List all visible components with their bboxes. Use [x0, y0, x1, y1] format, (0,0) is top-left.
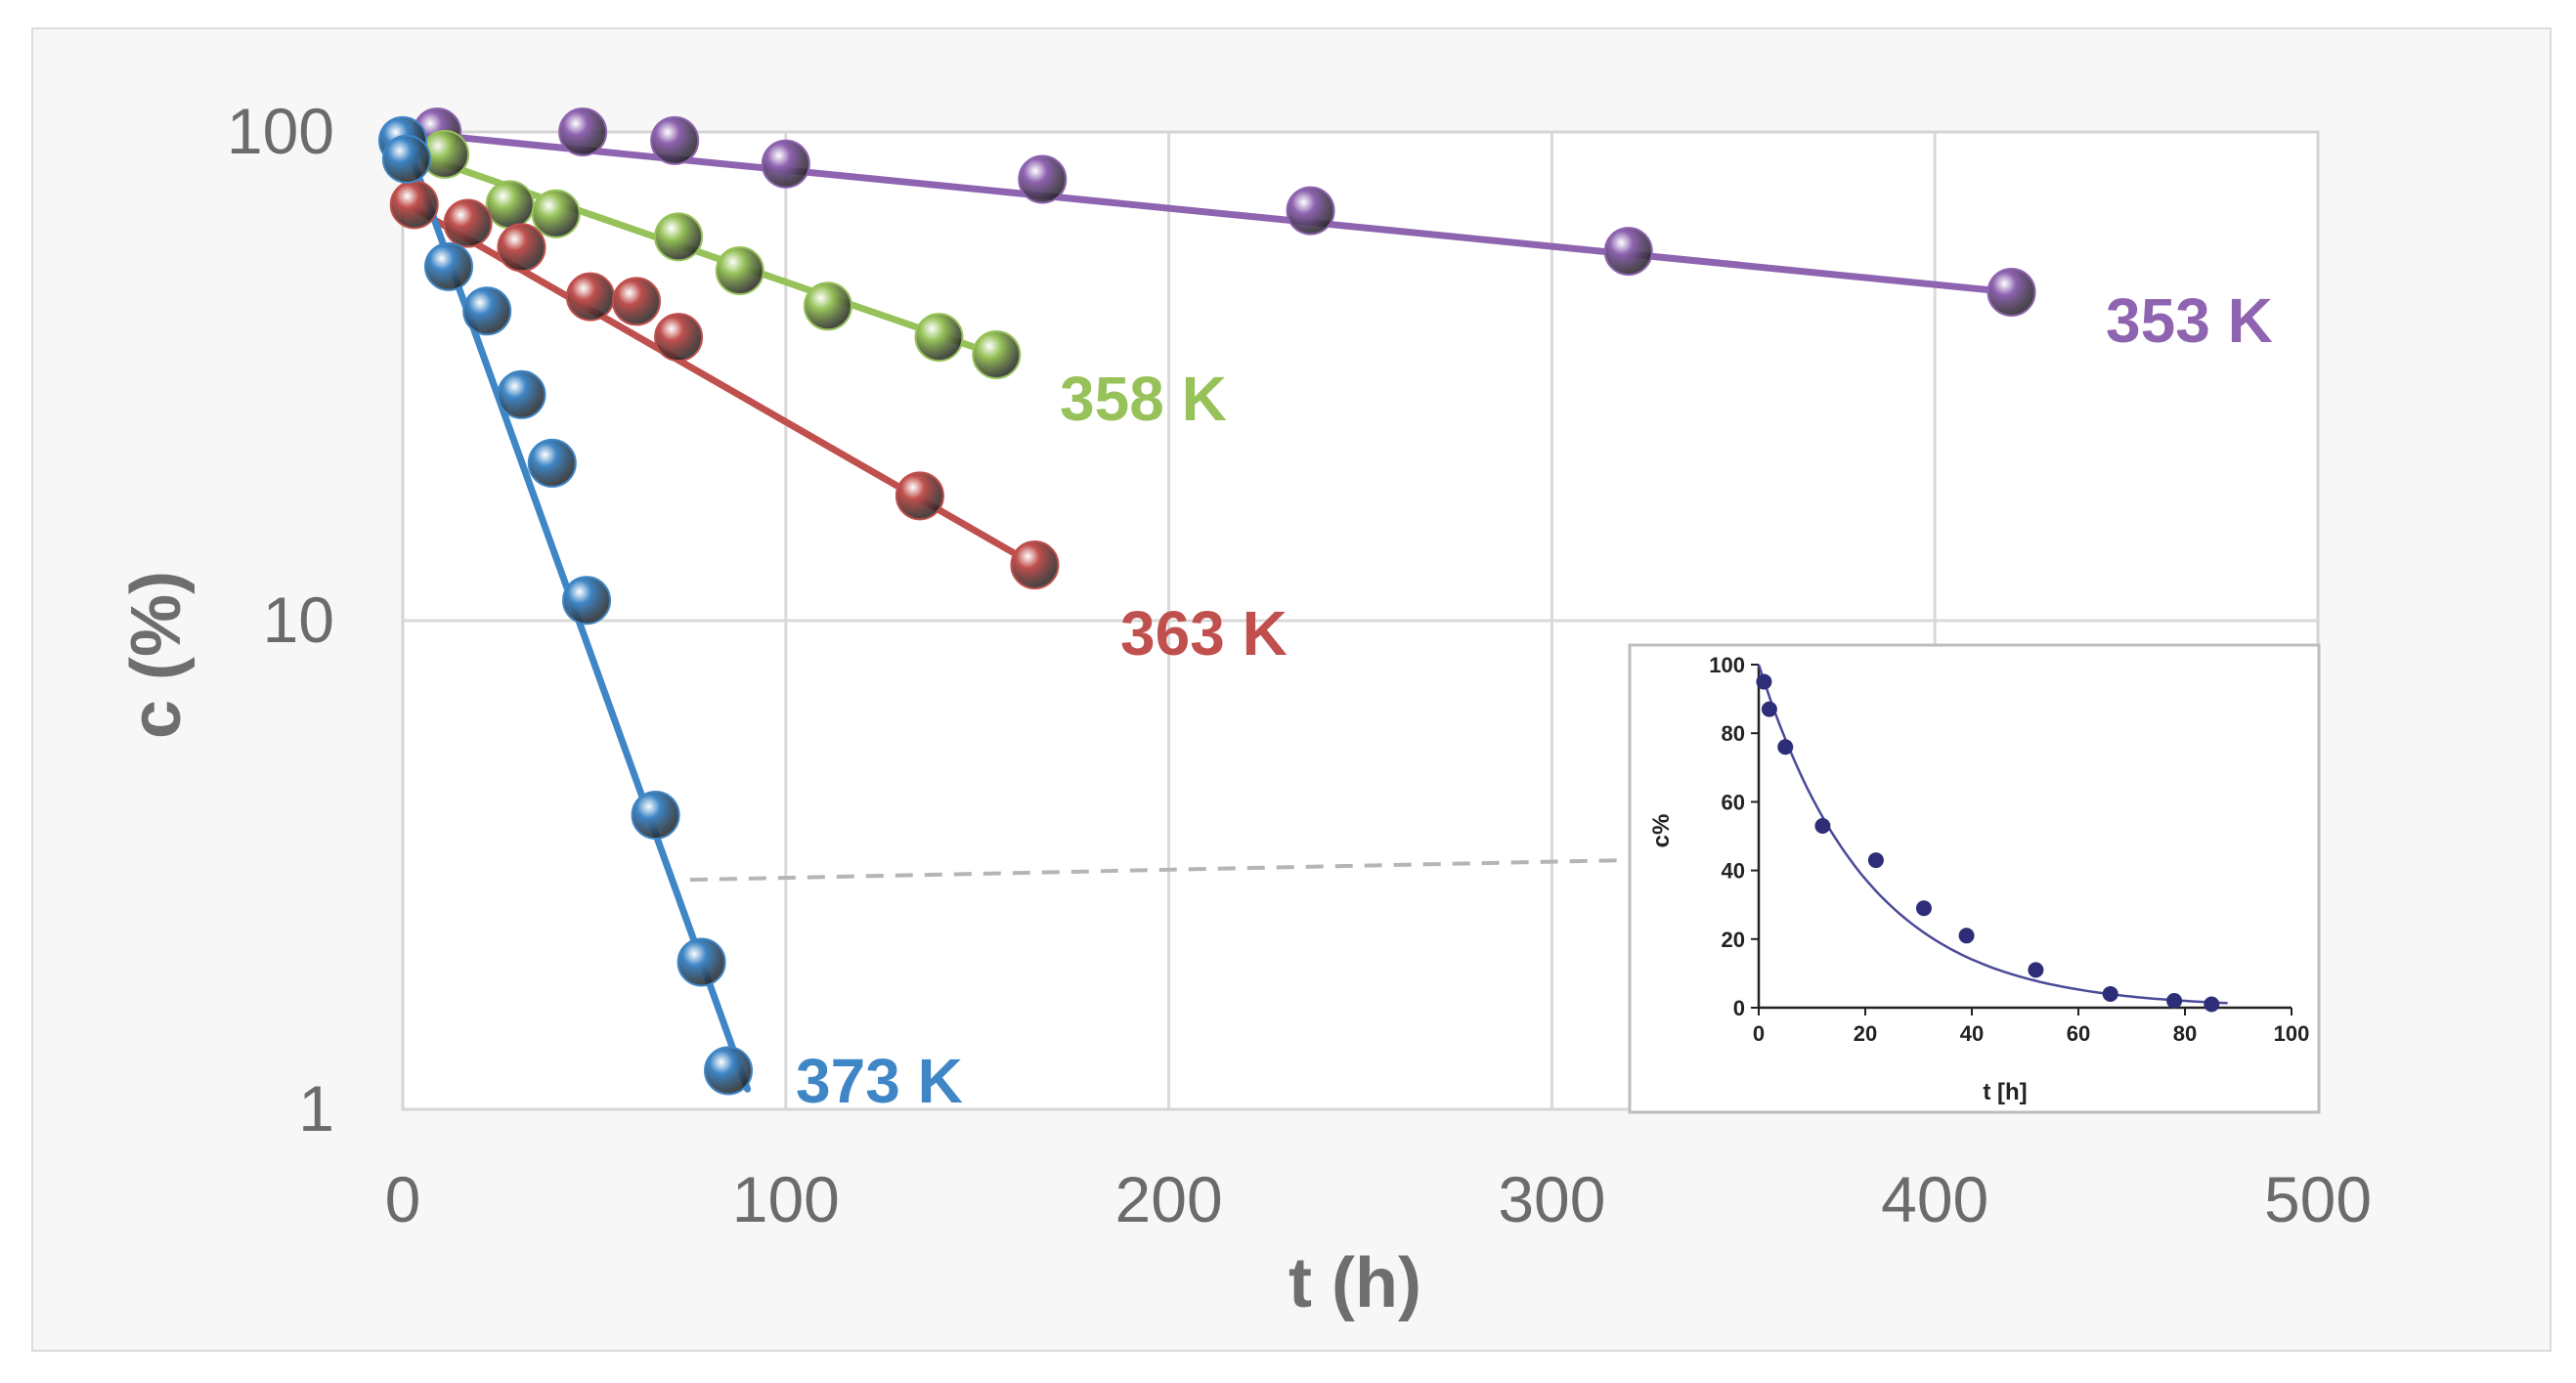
inset-y-tick-label: 60: [1722, 790, 1745, 814]
inset-fit-curve: [1757, 664, 2228, 1005]
data-point-373-k: [381, 134, 431, 184]
data-point-373-k: [704, 1046, 754, 1096]
inset-data-point: [1761, 701, 1777, 717]
data-point-373-k: [497, 369, 546, 419]
series-label-353-k: 353 K: [2106, 285, 2273, 356]
data-point-363-k: [1010, 540, 1060, 590]
y-tick-label: 100: [227, 95, 334, 167]
data-point-358-k: [531, 189, 581, 238]
data-point-358-k: [654, 212, 704, 262]
inset-data-point: [2102, 985, 2118, 1002]
data-point-358-k: [715, 245, 764, 295]
data-point-363-k: [389, 180, 439, 230]
x-axis-title: t (h): [1288, 1244, 1421, 1322]
inset-data-point: [2166, 992, 2183, 1009]
inset-y-tick-label: 100: [1709, 653, 1745, 677]
y-axis-title: c (%): [117, 571, 196, 739]
data-point-363-k: [565, 272, 615, 322]
inset-x-tick-label: 80: [2173, 1021, 2197, 1046]
data-point-353-k: [761, 139, 810, 189]
inset-x-axis-title: t [h]: [1983, 1079, 2027, 1105]
series-label-373-k: 373 K: [796, 1046, 963, 1116]
inset-frame: [1628, 643, 2321, 1114]
data-point-373-k: [631, 790, 680, 840]
series-label-layer: 353 K 358 K 363 K 373 K: [796, 285, 2273, 1116]
data-point-353-k: [1286, 186, 1335, 236]
data-point-373-k: [562, 576, 612, 626]
inset-data-points: [1756, 673, 2220, 1013]
series-label-363-k: 363 K: [1120, 598, 1288, 669]
x-tick-label: 0: [385, 1163, 421, 1235]
x-tick-label: 400: [1881, 1163, 1988, 1235]
inset-data-point: [2204, 996, 2220, 1013]
inset-tick-labels: 0 20 40 60 80 100 0 20 40 60 80 100: [1709, 653, 2309, 1046]
inset-connector-line: [689, 858, 1631, 883]
inset-x-tick-label: 40: [1960, 1021, 1984, 1046]
data-point-373-k: [424, 241, 474, 291]
inset-y-tick-label: 80: [1722, 721, 1745, 746]
data-point-358-k: [972, 329, 1022, 379]
data-point-353-k: [1987, 267, 2036, 317]
x-tick-label: 500: [2264, 1163, 2372, 1235]
x-tick-label: 300: [1498, 1163, 1605, 1235]
data-point-363-k: [895, 471, 944, 521]
inset-data-point: [1958, 928, 1975, 944]
y-tick-label: 1: [298, 1072, 334, 1145]
data-point-353-k: [558, 108, 608, 156]
inset-axes: [1751, 664, 2292, 1016]
data-point-363-k: [654, 313, 704, 363]
data-point-358-k: [803, 281, 852, 331]
data-point-353-k: [650, 115, 700, 165]
figure-panel: 0 100 200 300 400 500 1 10 100 353 K 358 K 363 K 37…: [31, 27, 2552, 1352]
inset-y-tick-label: 20: [1722, 928, 1745, 952]
inset-x-tick-label: 60: [2067, 1021, 2090, 1046]
data-point-373-k: [527, 438, 577, 488]
data-point-373-k: [462, 286, 512, 336]
data-point-353-k: [1018, 154, 1068, 204]
inset-x-tick-label: 100: [2274, 1021, 2310, 1046]
data-point-363-k: [611, 277, 661, 326]
x-tick-label: 200: [1115, 1163, 1223, 1235]
data-point-layer: [378, 108, 2036, 1096]
inset-chart: 0 20 40 60 80 100 0 20 40 60 80 100 t [h] c%: [1628, 643, 2321, 1114]
inset-y-tick-label: 0: [1733, 996, 1745, 1020]
inset-data-point: [1867, 852, 1884, 869]
inset-data-point: [1777, 739, 1794, 756]
data-point-353-k: [1603, 227, 1653, 277]
data-point-363-k: [497, 223, 546, 273]
y-tick-label: 10: [263, 583, 334, 656]
data-point-358-k: [485, 180, 535, 230]
inset-data-point: [2028, 962, 2044, 978]
inset-y-tick-label: 40: [1722, 859, 1745, 884]
data-point-373-k: [677, 937, 726, 987]
data-point-358-k: [914, 313, 964, 363]
inset-x-tick-label: 0: [1753, 1021, 1765, 1046]
inset-data-point: [1814, 817, 1831, 834]
inset-y-axis-title: c%: [1648, 814, 1675, 848]
series-label-358-k: 358 K: [1060, 364, 1227, 434]
inset-data-point: [1915, 900, 1932, 917]
inset-data-point: [1756, 673, 1772, 690]
inset-x-tick-label: 20: [1854, 1021, 1877, 1046]
x-tick-label: 100: [732, 1163, 840, 1235]
data-point-363-k: [443, 198, 493, 248]
